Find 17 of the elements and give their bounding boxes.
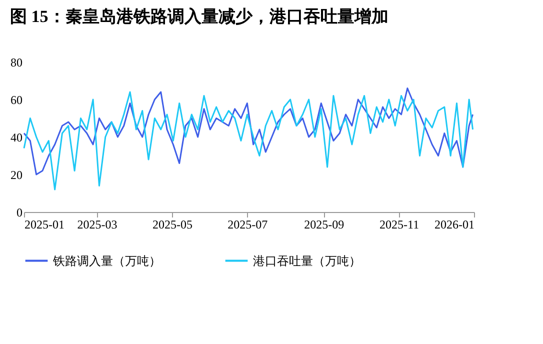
x-tick-label: 2025-03 xyxy=(77,218,118,232)
legend-label: 铁路调入量（万吨） xyxy=(52,254,161,268)
x-tick-label: 2025-07 xyxy=(228,218,268,232)
legend-label: 港口吞吐量（万吨） xyxy=(253,254,361,268)
y-tick-label: 40 xyxy=(10,130,22,144)
y-tick-label: 80 xyxy=(10,56,22,70)
y-tick-label: 20 xyxy=(10,168,22,182)
x-tick-label: 2025-01 xyxy=(24,218,64,232)
line-series xyxy=(23,88,474,176)
line-series xyxy=(23,91,474,190)
y-tick-label: 0 xyxy=(16,206,22,220)
y-tick-label: 60 xyxy=(10,93,22,107)
chart-title: 图 15：秦皇岛港铁路调入量减少，港口吞吐量增加 xyxy=(10,7,388,26)
x-tick-label: 2025-11 xyxy=(380,218,420,232)
x-tick-label: 2025-09 xyxy=(304,218,344,232)
x-tick-label: 2025-05 xyxy=(152,218,192,232)
x-tick-label: 2026-01 xyxy=(434,218,474,232)
